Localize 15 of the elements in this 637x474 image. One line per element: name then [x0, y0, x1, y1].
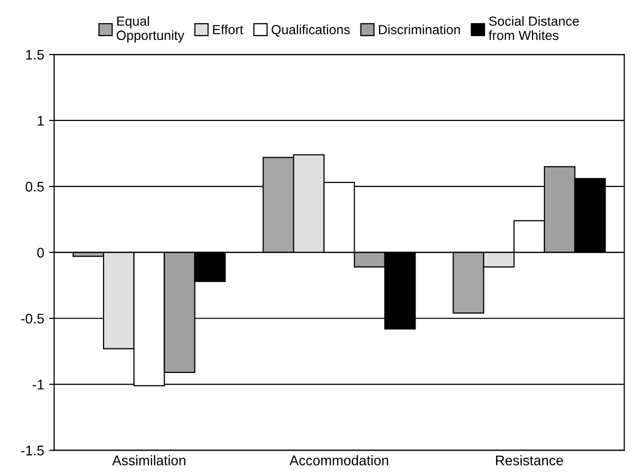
y-tick-label: 0.5 — [26, 182, 44, 192]
x-tick-label: Accommodation — [289, 455, 388, 466]
legend-label: Social Distance from Whites — [488, 16, 579, 40]
y-tick-label: -1 — [32, 380, 44, 390]
y-tick-label: 0 — [37, 248, 44, 258]
x-tick-label: Assimilation — [112, 455, 186, 466]
y-tick-label: 1.5 — [26, 50, 44, 60]
y-tick-label: 1 — [38, 116, 44, 126]
legend-label: Qualifications — [272, 24, 350, 37]
legend-label: Equal Opportunity — [116, 16, 184, 43]
y-tick-label: -1.5 — [21, 446, 44, 456]
legend-label: Effort — [213, 24, 244, 34]
y-tick-label: -0.5 — [21, 314, 44, 324]
legend-label: Discrimination — [379, 24, 460, 34]
x-tick-label: Resistance — [496, 455, 563, 466]
